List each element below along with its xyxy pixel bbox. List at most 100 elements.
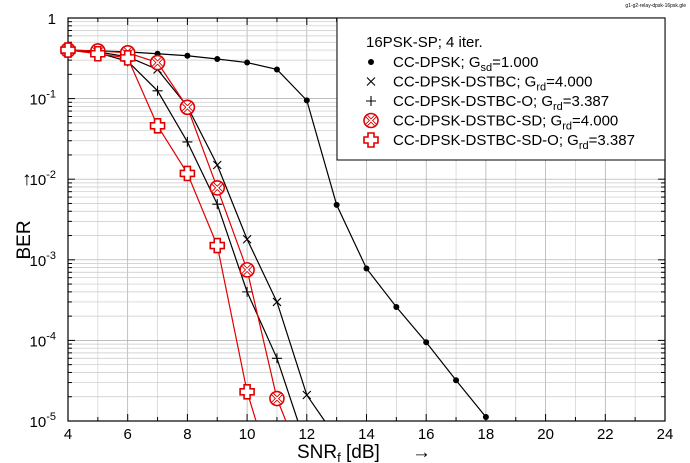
data-point	[214, 55, 221, 62]
data-point	[482, 414, 489, 421]
data-point	[271, 353, 282, 364]
data-point	[272, 297, 282, 307]
marker-cross-core	[212, 183, 223, 193]
marker-plus-outline	[119, 50, 136, 66]
series-4	[60, 42, 287, 422]
x-tick-label: 24	[657, 426, 674, 443]
marker-plus	[212, 199, 223, 210]
marker-cross-core	[182, 102, 193, 113]
data-point	[239, 384, 255, 400]
data-point	[363, 265, 370, 272]
data-point	[393, 303, 400, 310]
y-tick-label: 10-1	[30, 89, 56, 109]
marker-cross-core	[366, 115, 376, 126]
data-point	[152, 85, 163, 96]
legend-marker	[366, 77, 376, 86]
legend-header: 16PSK-SP; 4 iter.	[366, 34, 483, 51]
marker-dot	[333, 201, 340, 208]
series-group	[60, 42, 489, 422]
legend-box	[336, 17, 666, 161]
marker-dot	[423, 339, 430, 346]
marker-plus	[271, 353, 282, 364]
y-tick-label: 10-3	[30, 250, 56, 270]
marker-x	[242, 234, 252, 244]
x-tick-label: 12	[298, 426, 315, 443]
legend-entry: CC-DPSK; Gsd=1.000	[393, 54, 538, 74]
marker-plus	[182, 136, 193, 147]
data-point	[303, 97, 310, 104]
x-tick-label: 10	[239, 426, 256, 443]
marker-dot	[273, 66, 280, 73]
marker-plus-outline	[149, 117, 166, 134]
legend: 16PSK-SP; 4 iter. CC-DPSK; Gsd=1.000 CC-DP…	[336, 17, 666, 161]
data-point	[212, 160, 222, 170]
axis-labels: SNRf [dB] → BER →	[14, 171, 431, 463]
marker-x	[366, 77, 376, 86]
y-tick-label: 10-2	[30, 169, 56, 189]
marker-dot	[303, 97, 310, 104]
marker-dot	[482, 414, 489, 421]
marker-cross-core	[152, 57, 163, 68]
x-tick-label: 16	[418, 426, 435, 443]
figure-filename: g1-g2-relay-dpsk-16psk.gle	[625, 3, 686, 9]
marker-plus	[242, 286, 253, 297]
y-tick-label: 1	[48, 11, 56, 28]
data-point	[60, 42, 76, 58]
data-point	[302, 390, 312, 400]
marker-plus-outline	[209, 237, 226, 254]
marker-plus-outline	[60, 42, 76, 58]
legend-marker	[368, 59, 374, 65]
marker-x	[272, 297, 282, 307]
x-tick-label: 20	[537, 426, 554, 443]
legend-marker	[366, 96, 376, 106]
marker-plus-outline	[239, 384, 255, 400]
series-5	[60, 42, 257, 422]
x-tick-label: 18	[478, 426, 495, 443]
data-point	[242, 286, 253, 297]
y-tick-label: 10-5	[30, 411, 56, 431]
data-point	[119, 50, 136, 66]
data-point	[453, 377, 460, 384]
x-axis-arrow: →	[412, 442, 431, 463]
marker-dot	[214, 55, 221, 62]
marker-dot	[368, 59, 374, 65]
x-tick-label: 14	[358, 426, 375, 443]
data-point	[149, 54, 166, 71]
data-point	[209, 237, 226, 254]
data-point	[179, 99, 196, 116]
y-tick-label: 10-4	[30, 330, 56, 350]
marker-plus	[366, 96, 376, 106]
axis-ticks: 4 6 8 10 12 14 16 18 20 22 24 1 10-1 10-2 10-3 10-4 10-5	[30, 11, 674, 443]
marker-plus-outline	[90, 45, 106, 62]
marker-x	[302, 390, 312, 400]
x-tick-label: 4	[64, 426, 72, 443]
marker-x	[212, 160, 222, 170]
data-point	[212, 199, 223, 210]
data-point	[273, 66, 280, 73]
marker-dot	[453, 377, 460, 384]
marker-plus-outline	[179, 165, 196, 182]
x-tick-label: 22	[597, 426, 614, 443]
y-axis-arrow: →	[14, 171, 35, 190]
data-point	[333, 201, 340, 208]
marker-cross-core	[272, 393, 282, 404]
x-tick-label: 6	[124, 426, 132, 443]
data-point	[423, 339, 430, 346]
data-point	[179, 165, 196, 182]
data-point	[242, 234, 252, 244]
legend-marker	[363, 112, 379, 129]
data-point	[209, 180, 226, 196]
marker-dot	[184, 52, 191, 59]
data-point	[269, 390, 285, 407]
series-line	[67, 49, 326, 422]
marker-dot	[244, 59, 251, 66]
data-point	[149, 117, 166, 134]
x-tick-label: 8	[183, 426, 191, 443]
legend-entry: CC-DPSK-DSTBC-SD-O; Grd=3.387	[393, 132, 635, 152]
data-point	[90, 45, 106, 62]
marker-dot	[363, 265, 370, 272]
data-point	[182, 136, 193, 147]
legend-entry: CC-DPSK-DSTBC-SD; Grd=4.000	[393, 113, 618, 133]
marker-plus	[152, 85, 163, 96]
